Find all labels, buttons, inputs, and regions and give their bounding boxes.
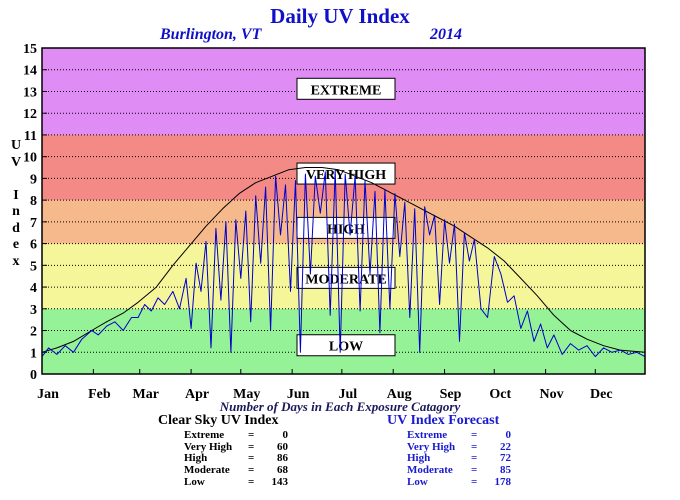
stats-value: 0 — [505, 429, 512, 441]
stats-label: Low — [407, 475, 428, 488]
stats-value: 68 — [277, 464, 288, 477]
stats-value: 60 — [277, 440, 288, 453]
y-axis-letter: x — [12, 253, 20, 269]
band-label-extreme: EXTREME — [311, 83, 382, 98]
stats-row: Moderate = 85 — [407, 464, 511, 477]
x-tick-label: Feb — [88, 387, 111, 402]
stats-label: Moderate — [407, 464, 453, 477]
series-line-clear-sky — [41, 167, 646, 353]
x-tick-label: Apr — [185, 387, 209, 402]
chart-subtitle-year: 2014 — [430, 26, 462, 43]
y-axis-letter: V — [10, 154, 22, 170]
stats-label: Very High — [184, 440, 233, 453]
y-axis-letter: U — [10, 138, 22, 153]
stats-row: High = 86 — [184, 453, 288, 465]
y-tick-label: 0 — [30, 368, 37, 383]
stats-equals: = — [471, 440, 478, 453]
stats-value: 0 — [282, 429, 289, 441]
stats-row: Moderate = 68 — [184, 464, 288, 477]
y-tick-label: 3 — [30, 303, 37, 318]
x-tick-label: Jan — [37, 387, 59, 402]
stats-row: High = 72 — [407, 453, 511, 465]
x-tick-label: May — [233, 387, 260, 402]
stats-row: Very High = 60 — [184, 440, 288, 454]
x-tick-label: Jul — [338, 387, 357, 402]
stats-value: 86 — [277, 452, 288, 465]
stats-row: Low = 178 — [407, 475, 512, 489]
series-line-forecast — [41, 169, 646, 358]
y-tick-label: 11 — [24, 129, 37, 144]
stats-equals: = — [248, 464, 255, 477]
stats-label: Low — [184, 475, 205, 488]
band-label-low: LOW — [329, 340, 363, 355]
stats-value: 22 — [500, 440, 511, 453]
stats-label: Extreme — [184, 429, 225, 441]
stats-label: High — [184, 452, 208, 465]
stats-label: Extreme — [407, 429, 448, 441]
stats-equals: = — [471, 475, 478, 488]
y-axis-letter: I — [13, 187, 19, 203]
stats-label: Moderate — [184, 464, 230, 477]
stats-row: Extreme = 0 — [184, 429, 289, 442]
x-tick-label: Oct — [489, 387, 511, 402]
stats-equals: = — [471, 464, 478, 477]
y-axis-letter: d — [12, 220, 20, 236]
plot-frame — [41, 47, 646, 375]
forecast-stats-title: UV Index Forecast — [387, 413, 500, 428]
stats-equals: = — [471, 452, 478, 465]
y-tick-label: 12 — [23, 107, 37, 122]
x-tick-label: Dec — [590, 387, 613, 402]
clear-sky-stats-title: Clear Sky UV Index — [158, 413, 279, 428]
y-tick-label: 13 — [23, 85, 37, 100]
y-tick-label: 9 — [30, 172, 37, 187]
y-axis-letter: e — [12, 237, 20, 252]
y-tick-label: 2 — [30, 325, 37, 340]
y-tick-label: 14 — [23, 64, 37, 79]
stats-equals: = — [471, 429, 478, 441]
y-tick-label: 7 — [30, 216, 37, 231]
forecast-stats-table: Extreme = 0 Very High = 22 High = 72 Moderate = 85 L… — [407, 429, 512, 489]
x-tick-label: Nov — [540, 387, 564, 402]
chart-subtitle-location: Burlington, VT — [160, 26, 262, 43]
stats-equals: = — [248, 452, 255, 465]
band-label-moderate: MODERATE — [305, 272, 386, 287]
clear-sky-stats-table: Extreme = 0 Very High = 60 High = 86 Moderate = 68 L… — [184, 429, 289, 489]
y-tick-label: 4 — [30, 281, 37, 296]
stats-row: Very High = 22 — [407, 440, 511, 454]
stats-value: 85 — [500, 464, 511, 477]
y-tick-label: 8 — [30, 194, 37, 209]
band-label-box — [296, 77, 396, 100]
y-tick-label: 5 — [30, 259, 37, 274]
stats-equals: = — [248, 429, 255, 441]
stats-value: 178 — [494, 475, 512, 488]
y-axis-letter — [6, 171, 26, 188]
y-axis-letter: n — [12, 204, 20, 219]
x-tick-label: Jun — [287, 387, 310, 402]
x-tick-label: Aug — [387, 387, 412, 402]
x-tick-label: Mar — [133, 387, 159, 402]
stats-value: 72 — [500, 452, 511, 465]
exposure-caption: Number of Days in Each Exposure Catagory — [219, 399, 461, 414]
stats-row: Extreme = 0 — [407, 429, 512, 442]
stats-equals: = — [248, 475, 255, 488]
stats-label: Very High — [407, 440, 456, 453]
y-tick-label: 1 — [30, 346, 37, 361]
y-tick-label: 10 — [23, 151, 37, 166]
y-tick-label: 15 — [23, 42, 37, 57]
chart-title: Daily UV Index — [270, 4, 410, 28]
stats-label: High — [407, 452, 431, 465]
stats-row: Low = 143 — [184, 475, 289, 489]
stats-value: 143 — [271, 475, 289, 488]
stats-equals: = — [248, 440, 255, 453]
x-tick-label: Sep — [440, 387, 462, 402]
y-tick-label: 6 — [30, 238, 37, 253]
band-label-box — [296, 334, 396, 357]
